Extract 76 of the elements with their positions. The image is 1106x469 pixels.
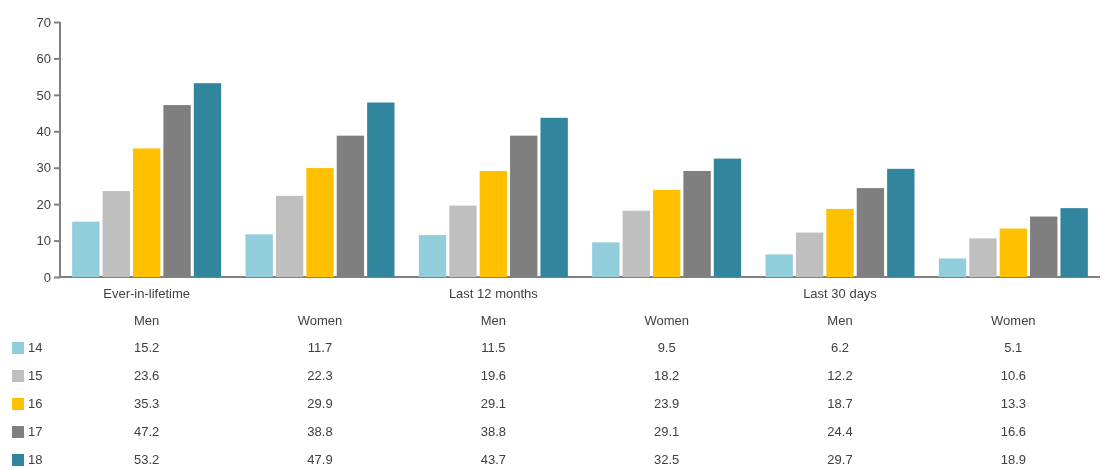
bar	[938, 258, 967, 277]
bar	[306, 168, 334, 277]
data-label: 15.2	[134, 340, 160, 355]
bar	[592, 242, 620, 277]
bar	[540, 117, 568, 277]
data-label: 29.1	[654, 424, 680, 439]
y-tick-label: 30	[36, 160, 51, 176]
y-tick-label: 10	[36, 233, 51, 249]
bar	[826, 208, 854, 277]
bar	[193, 83, 222, 277]
data-label: 38.8	[307, 424, 333, 439]
data-label: 18.2	[654, 368, 680, 383]
data-label: 19.6	[480, 368, 506, 383]
bar	[713, 158, 742, 277]
x-tick-label: Women	[297, 313, 343, 328]
x-tick-label: Men	[827, 313, 853, 328]
y-tick-label: 50	[36, 87, 51, 103]
bar	[887, 168, 915, 277]
data-label: 29.1	[480, 396, 506, 411]
data-label: 9.5	[657, 340, 676, 355]
bar	[245, 234, 273, 277]
data-label: 43.7	[480, 452, 506, 467]
data-label: 12.2	[827, 368, 853, 383]
data-label: 13.3	[1000, 396, 1026, 411]
legend-label: 15	[28, 368, 43, 383]
data-label: 29.7	[827, 452, 853, 467]
data-label: 11.7	[307, 340, 333, 355]
data-label: 29.9	[307, 396, 333, 411]
data-label: 32.5	[654, 452, 680, 467]
y-tick-label: 70	[36, 14, 51, 30]
data-label: 5.1	[1004, 340, 1023, 355]
bar	[1060, 208, 1088, 277]
legend-label: 14	[28, 340, 43, 355]
data-label: 23.9	[654, 396, 680, 411]
bar	[102, 191, 130, 277]
data-label: 18.7	[827, 396, 853, 411]
data-label: 38.8	[480, 424, 506, 439]
bar	[622, 210, 650, 277]
data-label: 22.3	[307, 368, 333, 383]
bar	[132, 148, 161, 277]
data-label: 16.6	[1000, 424, 1026, 439]
x-tick-label: Men	[134, 313, 160, 328]
text: Last 30 days	[803, 286, 878, 301]
data-label: 35.3	[134, 396, 160, 411]
x-tick-label: Men	[480, 313, 506, 328]
data-label: 53.2	[134, 452, 160, 467]
legend-label: 17	[28, 424, 43, 439]
data-label: 11.5	[481, 340, 506, 355]
legend-label: 16	[28, 396, 43, 411]
x-tick-label: Women	[644, 313, 689, 328]
y-tick-label: 60	[36, 51, 51, 67]
data-label: 6.2	[830, 340, 850, 355]
text: Last 12 months	[448, 286, 539, 301]
bar	[795, 232, 824, 277]
y-tick-label: 0	[43, 269, 51, 285]
bar	[367, 102, 395, 277]
legend-label: 18	[28, 452, 43, 467]
bar	[999, 228, 1028, 277]
data-label: 47.9	[307, 452, 333, 467]
text: Ever-in-lifetime	[103, 286, 191, 301]
data-label: 18.9	[1000, 452, 1026, 467]
y-tick-label: 20	[36, 196, 51, 212]
bar	[72, 221, 100, 277]
data-label: 23.6	[134, 368, 160, 383]
bar	[765, 254, 793, 277]
data-label: 24.4	[827, 424, 853, 439]
data-label: 10.6	[1000, 368, 1026, 383]
bar	[652, 189, 681, 277]
bar	[449, 205, 477, 277]
bar	[969, 238, 997, 277]
x-tick-label: Women	[991, 313, 1036, 328]
bar	[418, 235, 447, 277]
y-tick-label: 40	[36, 123, 51, 139]
bar	[479, 170, 508, 277]
bar	[275, 195, 304, 277]
data-label: 47.2	[134, 424, 160, 439]
